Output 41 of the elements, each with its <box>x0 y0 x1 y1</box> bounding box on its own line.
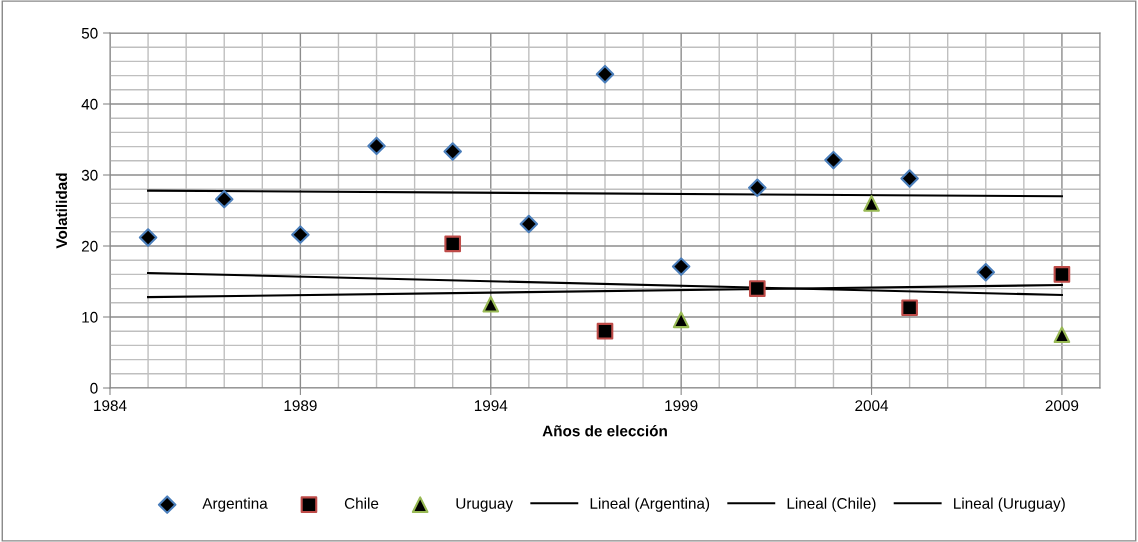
x-tick-label: 1999 <box>665 400 698 412</box>
point <box>748 178 767 198</box>
point <box>367 136 386 156</box>
x-axis-title: Años de elección <box>542 425 667 437</box>
point <box>138 228 158 247</box>
point <box>214 189 234 209</box>
point <box>1053 326 1071 344</box>
point <box>519 214 539 234</box>
point <box>443 142 462 161</box>
point <box>863 195 880 212</box>
legend-label: Uruguay <box>456 498 514 512</box>
x-tick-label: 2004 <box>855 400 889 412</box>
legend-label: Lineal (Chile) <box>787 497 876 512</box>
point <box>595 64 615 84</box>
y-tick-label: 20 <box>81 240 98 252</box>
legend-label: Lineal (Uruguay) <box>954 497 1065 512</box>
point <box>444 235 462 253</box>
point <box>291 225 310 244</box>
y-tick-label: 0 <box>90 382 98 394</box>
point <box>976 263 996 282</box>
point <box>824 150 843 170</box>
point <box>482 295 500 313</box>
y-tick-label: 50 <box>81 27 98 39</box>
point <box>671 257 691 276</box>
point <box>901 299 918 317</box>
point <box>596 322 614 340</box>
point <box>1053 266 1071 283</box>
y-tick-label: 10 <box>82 311 98 323</box>
x-tick-label: 2009 <box>1045 400 1079 412</box>
y-axis-title: Volatilidad <box>55 173 68 249</box>
y-tick-label: 30 <box>81 169 98 181</box>
legend-label: Lineal (Argentina) <box>590 497 710 512</box>
legend-label: Argentina <box>202 497 268 512</box>
x-tick-label: 1989 <box>284 400 317 412</box>
point <box>672 311 690 329</box>
y-tick-label: 40 <box>81 98 98 110</box>
point <box>748 280 766 297</box>
x-tick-label: 1984 <box>94 400 127 412</box>
legend-label: Chile <box>344 497 379 509</box>
x-tick-label: 1994 <box>474 400 508 412</box>
point <box>900 169 919 188</box>
